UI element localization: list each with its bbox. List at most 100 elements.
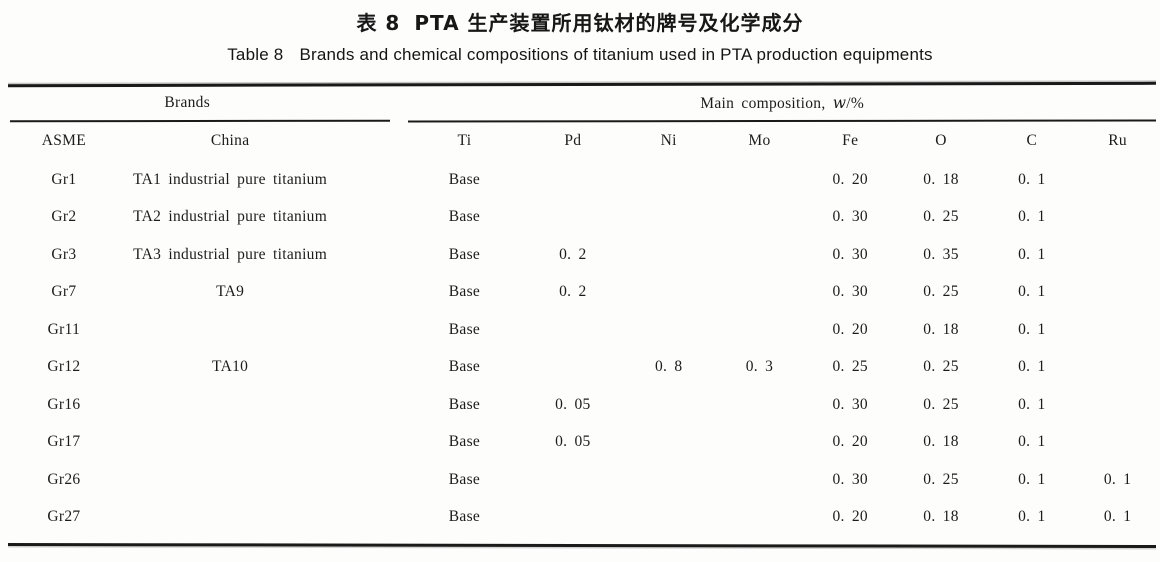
table-caption-english: Table 8 Brands and chemical compositions … bbox=[0, 45, 1160, 65]
cell-ni bbox=[623, 274, 714, 312]
cell-asme: Gr3 bbox=[51, 245, 77, 263]
group-header-row: Brands Main composition, w/% bbox=[8, 86, 1158, 120]
cell-asme: Gr7 bbox=[51, 283, 77, 301]
cell-o: 0. 18 bbox=[923, 320, 959, 338]
cell-ti: Base bbox=[448, 358, 481, 376]
cell-asme: Gr11 bbox=[47, 320, 81, 338]
cell-ti: Base bbox=[448, 470, 481, 488]
cell-china: TA9 bbox=[216, 283, 245, 301]
cell-pd bbox=[522, 161, 623, 199]
cell-ru bbox=[1077, 236, 1158, 274]
mass-fraction-symbol: w bbox=[832, 93, 847, 112]
cell-pd bbox=[522, 199, 623, 237]
cell-ni bbox=[623, 424, 714, 462]
cell-asme: Gr17 bbox=[47, 433, 81, 451]
cell-pd bbox=[522, 499, 623, 537]
cell-mo: 0. 3 bbox=[745, 358, 774, 376]
cell-c: 0. 1 bbox=[1018, 470, 1046, 488]
table-caption-chinese: 表 8 PTA 生产装置所用钛材的牌号及化学成分 bbox=[0, 7, 1160, 36]
cell-ni bbox=[623, 461, 714, 499]
cell-china bbox=[104, 311, 407, 349]
cell-mo bbox=[714, 461, 805, 499]
column-header-ni: Ni bbox=[660, 131, 677, 149]
cell-ti: Base bbox=[448, 320, 481, 338]
cell-china: TA1 industrial pure titanium bbox=[133, 170, 328, 188]
cell-ni bbox=[623, 311, 714, 349]
column-header-ru: Ru bbox=[1108, 131, 1127, 149]
table-row: Gr26 Base 0. 30 0. 25 0. 1 0. 1 bbox=[8, 461, 1158, 499]
cell-ru bbox=[1077, 199, 1158, 237]
cell-o: 0. 35 bbox=[923, 245, 959, 263]
cell-c: 0. 1 bbox=[1018, 170, 1046, 188]
cell-china: TA3 industrial pure titanium bbox=[133, 245, 328, 263]
cell-fe: 0. 30 bbox=[832, 470, 868, 488]
cell-ti: Base bbox=[448, 283, 481, 301]
cell-ru: 0. 1 bbox=[1103, 508, 1132, 526]
cell-fe: 0. 30 bbox=[832, 283, 868, 301]
cell-asme: Gr12 bbox=[47, 358, 81, 376]
cell-ru: 0. 1 bbox=[1103, 470, 1132, 488]
composition-group-header-unit: /% bbox=[846, 94, 865, 112]
cell-c: 0. 1 bbox=[1018, 433, 1046, 451]
table-row: Gr12 TA10 Base 0. 8 0. 3 0. 25 0. 25 0. 1 bbox=[8, 349, 1158, 387]
cell-ru bbox=[1077, 161, 1158, 199]
column-header-mo: Mo bbox=[748, 131, 771, 149]
cell-ti: Base bbox=[448, 508, 481, 526]
cell-pd bbox=[522, 311, 623, 349]
table-row: Gr1 TA1 industrial pure titanium Base 0. 20… bbox=[8, 161, 1158, 199]
cell-asme: Gr2 bbox=[51, 208, 77, 226]
cell-fe: 0. 20 bbox=[832, 508, 868, 526]
brands-group-header: Brands bbox=[164, 94, 211, 111]
cell-china: TA2 industrial pure titanium bbox=[133, 208, 328, 226]
cell-c: 0. 1 bbox=[1018, 320, 1046, 338]
cell-ni bbox=[623, 386, 714, 424]
cell-ru bbox=[1077, 349, 1158, 387]
cell-pd: 0. 05 bbox=[555, 433, 591, 451]
cell-china: TA10 bbox=[212, 358, 249, 376]
cell-fe: 0. 30 bbox=[832, 245, 868, 263]
cell-pd bbox=[522, 349, 623, 387]
cell-c: 0. 1 bbox=[1018, 283, 1046, 301]
cell-c: 0. 1 bbox=[1018, 245, 1046, 263]
table-caption-english-text: Brands and chemical compositions of tita… bbox=[299, 45, 933, 64]
cell-mo bbox=[714, 274, 805, 312]
cell-o: 0. 25 bbox=[923, 283, 959, 301]
cell-asme: Gr1 bbox=[51, 170, 77, 188]
cell-c: 0. 1 bbox=[1018, 508, 1046, 526]
cell-mo bbox=[714, 499, 805, 537]
cell-c: 0. 1 bbox=[1018, 358, 1046, 376]
cell-o: 0. 25 bbox=[923, 470, 959, 488]
cell-pd: 0. 2 bbox=[559, 245, 587, 263]
column-header-row: ASME China Ti Pd Ni Mo Fe O C Ru bbox=[8, 120, 1158, 161]
table-row: Gr7 TA9 Base 0. 2 0. 30 0. 25 0. 1 bbox=[8, 274, 1158, 312]
cell-ru bbox=[1077, 424, 1158, 462]
cell-china bbox=[104, 499, 407, 537]
cell-asme: Gr26 bbox=[47, 470, 81, 488]
table-row: Gr17 Base 0. 05 0. 20 0. 18 0. 1 bbox=[8, 424, 1158, 462]
cell-pd: 0. 05 bbox=[555, 395, 591, 413]
table-row: Gr2 TA2 industrial pure titanium Base 0. 30… bbox=[8, 199, 1158, 237]
cell-fe: 0. 30 bbox=[832, 208, 868, 226]
cell-china bbox=[104, 424, 407, 462]
composition-group-header: Main composition, w/% bbox=[406, 86, 1158, 120]
table-row: Gr27 Base 0. 20 0. 18 0. 1 0. 1 bbox=[8, 499, 1158, 537]
table-caption-english-number: Table 8 bbox=[227, 45, 284, 64]
cell-ni bbox=[623, 499, 714, 537]
cell-c: 0. 1 bbox=[1018, 395, 1046, 413]
cell-o: 0. 25 bbox=[923, 208, 959, 226]
cell-mo bbox=[714, 386, 805, 424]
cell-ti: Base bbox=[448, 433, 481, 451]
cell-ti: Base bbox=[448, 170, 481, 188]
cell-o: 0. 18 bbox=[923, 170, 959, 188]
cell-asme: Gr27 bbox=[47, 508, 81, 526]
cell-mo bbox=[714, 236, 805, 274]
column-header-china: China bbox=[210, 131, 250, 149]
cell-mo bbox=[714, 199, 805, 237]
cell-fe: 0. 25 bbox=[832, 358, 868, 376]
column-header-c: C bbox=[1026, 131, 1038, 149]
cell-pd bbox=[522, 461, 623, 499]
table-caption-chinese-text: PTA 生产装置所用钛材的牌号及化学成分 bbox=[414, 11, 804, 35]
cell-ni bbox=[623, 236, 714, 274]
cell-ru bbox=[1077, 311, 1158, 349]
cell-pd: 0. 2 bbox=[559, 283, 587, 301]
